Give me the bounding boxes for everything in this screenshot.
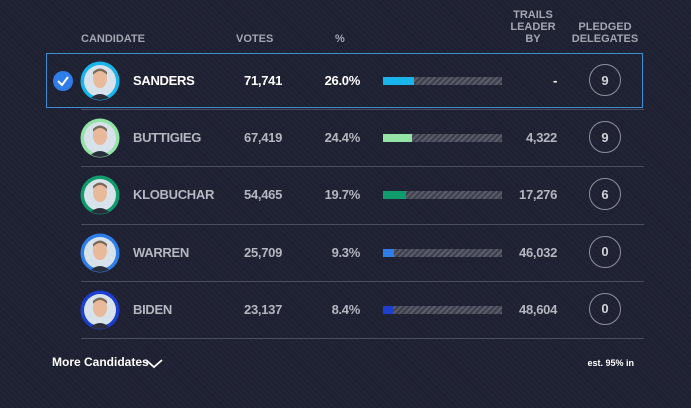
- percent: 8.4%: [331, 301, 361, 317]
- delegates: 9: [589, 64, 621, 96]
- bar-track: [383, 191, 502, 200]
- delegates: 0: [589, 292, 621, 325]
- avatar: [80, 175, 120, 215]
- header-votes: VOTES: [236, 33, 274, 45]
- row-separator: [81, 338, 644, 339]
- votes: 25,709: [244, 244, 282, 260]
- candidate-row: KLOBUCHAR 54,465 19.7% 17,276 6: [0, 167, 691, 223]
- bar-track: [383, 134, 502, 143]
- avatar: [80, 61, 120, 101]
- bar-track: [383, 305, 502, 314]
- row-separator: [81, 223, 644, 225]
- votes: 54,465: [244, 187, 282, 203]
- delegates: 9: [589, 121, 621, 154]
- row-separator: [81, 109, 644, 111]
- delegates: 0: [589, 235, 621, 268]
- bar-fill: [383, 248, 395, 257]
- percent: 9.3%: [331, 244, 361, 260]
- candidate-name: SANDERS: [133, 73, 195, 88]
- more-candidates[interactable]: More Candidates: [52, 355, 149, 369]
- trails-leader-by: 48,604: [519, 301, 557, 317]
- bar-fill: [383, 191, 407, 200]
- header-trails: TRAILS LEADER BY: [510, 9, 556, 45]
- delegates: 6: [589, 178, 621, 211]
- header-candidate: CANDIDATE: [81, 33, 145, 45]
- bar-fill: [383, 134, 413, 143]
- candidate-row: WARREN 25,709 9.3% 46,032 0: [0, 225, 691, 281]
- candidate-name: WARREN: [133, 244, 189, 260]
- candidate-name: BUTTIGIEG: [133, 130, 202, 146]
- candidate-name: KLOBUCHAR: [133, 187, 215, 203]
- percent: 19.7%: [324, 187, 361, 203]
- row-separator: [81, 280, 644, 282]
- header-percent: %: [335, 33, 345, 45]
- votes: 71,741: [244, 73, 282, 88]
- candidate-row: BUTTIGIEG 67,419 24.4% 4,322 9: [0, 110, 691, 166]
- avatar: [80, 233, 120, 273]
- bar-track: [383, 248, 502, 257]
- avatar: [80, 118, 120, 158]
- avatar: [80, 290, 120, 330]
- chevron-down[interactable]: [144, 357, 164, 369]
- row-separator: [81, 166, 644, 168]
- candidate-row: BIDEN 23,137 8.4% 48,604 0: [0, 282, 691, 338]
- bar-fill: [383, 305, 393, 314]
- votes: 67,419: [244, 130, 282, 146]
- candidate-name: BIDEN: [133, 301, 172, 317]
- check-icon: [53, 71, 73, 91]
- trails-leader-by: 17,276: [519, 187, 557, 203]
- selected-outline: [46, 53, 643, 108]
- header-delegates: PLEDGED DELEGATES: [571, 21, 639, 45]
- percent: 24.4%: [324, 130, 361, 146]
- trails-leader-by: -: [552, 73, 557, 88]
- votes: 23,137: [244, 301, 282, 317]
- bar-fill: [383, 77, 414, 85]
- bar-track: [383, 77, 502, 85]
- percent: 26.0%: [324, 73, 361, 88]
- estimate: est. 95% in: [587, 358, 634, 368]
- trails-leader-by: 46,032: [519, 244, 557, 260]
- trails-leader-by: 4,322: [525, 130, 557, 146]
- candidate-row: SANDERS 71,741 26.0% - 9: [0, 53, 691, 109]
